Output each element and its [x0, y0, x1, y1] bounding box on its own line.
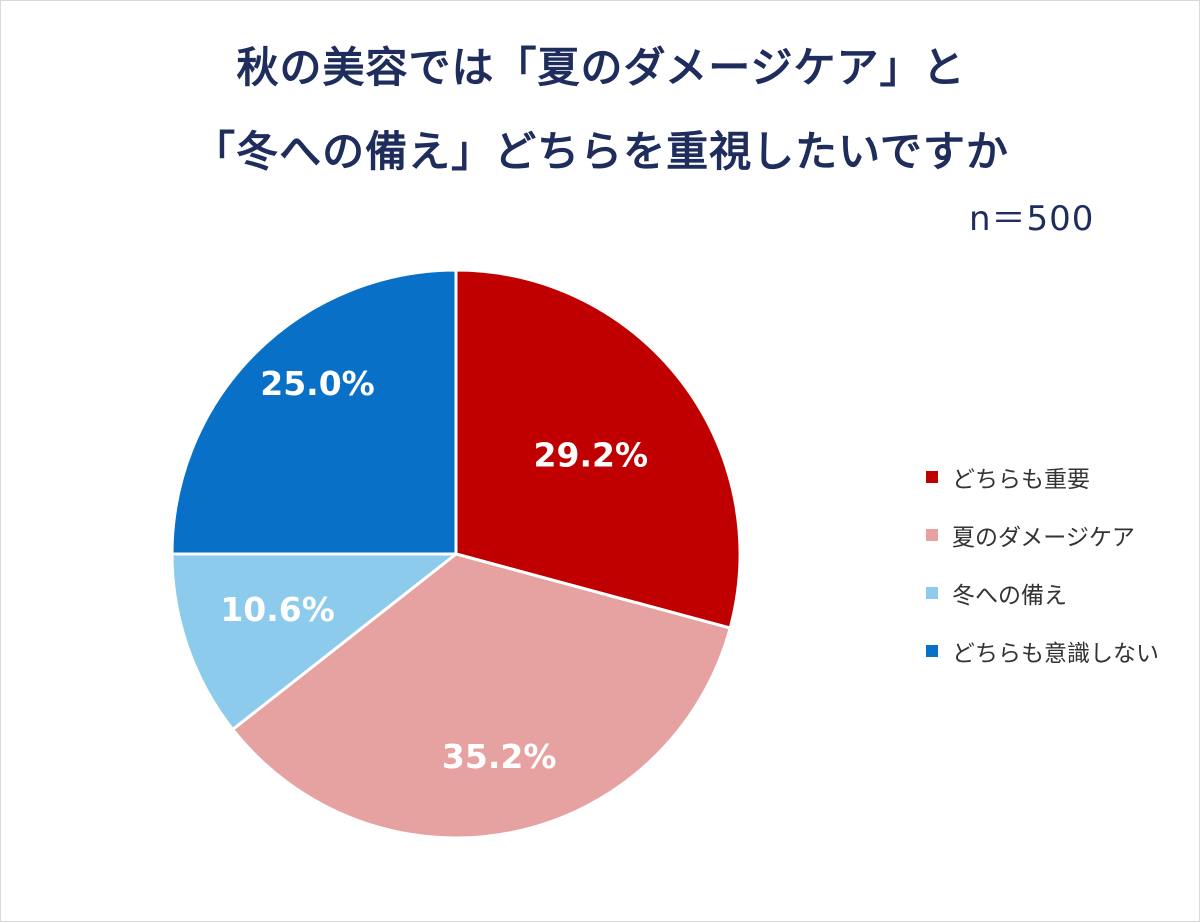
legend-label: 冬への備え: [952, 583, 1067, 609]
pie-slice-1: [454, 268, 742, 630]
legend-item-4: どちらも意識しない: [926, 622, 1159, 680]
pie-slice-4: [170, 268, 458, 556]
legend-label: どちらも意識しない: [952, 641, 1159, 667]
legend-swatch: [926, 587, 938, 599]
chart-title-line-2: 「冬への備え」どちらを重視したいですか: [193, 127, 1009, 176]
legend-swatch: [926, 645, 938, 657]
slice-value-label-2: 35.2%: [442, 737, 557, 776]
legend: どちらも重要夏のダメージケア 冬への備えどちらも意識しない: [926, 448, 1159, 680]
legend-item-2: 夏のダメージケア: [926, 506, 1159, 564]
legend-item-1: どちらも重要: [926, 448, 1159, 506]
chart-title-line-1: 秋の美容では「夏のダメージケア」と: [236, 43, 966, 92]
pie-slice-2: [231, 552, 732, 840]
pie-slice-3: [170, 552, 458, 731]
slice-value-label-3: 10.6%: [220, 590, 335, 629]
legend-label: 夏のダメージケア: [952, 525, 1135, 551]
sample-size-label: n＝500: [969, 199, 1095, 239]
legend-swatch: [926, 529, 938, 541]
legend-swatch: [926, 471, 938, 483]
slice-value-label-4: 25.0%: [260, 364, 375, 403]
slice-value-label-1: 29.2%: [534, 435, 649, 474]
legend-item-3: 冬への備え: [926, 564, 1159, 622]
legend-label: どちらも重要: [952, 467, 1090, 493]
